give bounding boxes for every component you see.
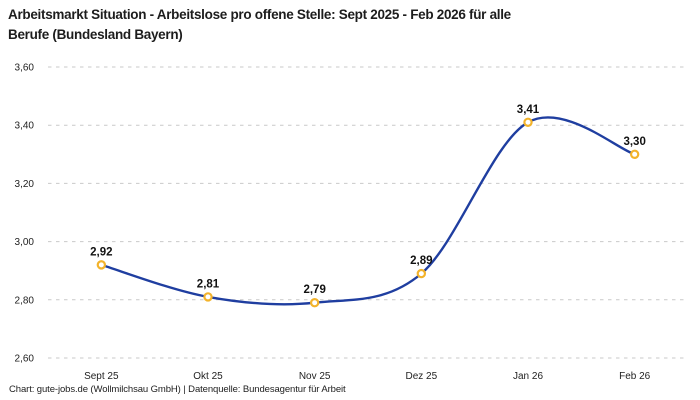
data-point-label: 2,81 <box>197 278 220 290</box>
x-tick-label: Jan 26 <box>513 371 543 382</box>
x-tick-label: Okt 25 <box>193 371 223 382</box>
data-point-marker <box>309 298 320 308</box>
data-point-marker <box>96 260 107 270</box>
data-point-marker <box>416 268 427 279</box>
chart-attribution: Chart: gute-jobs.de (Wollmilchsau GmbH) … <box>9 384 346 395</box>
y-tick-label: 2,60 <box>15 354 35 365</box>
data-point-marker <box>203 292 213 302</box>
y-tick-label: 3,40 <box>15 121 35 132</box>
line-series <box>100 116 636 306</box>
data-point-label: 2,79 <box>303 284 325 296</box>
data-point-marker <box>629 149 640 159</box>
data-point-label: 3,30 <box>623 136 645 148</box>
x-tick-label: Dez 25 <box>405 371 437 382</box>
data-point-label: 2,89 <box>410 255 432 267</box>
y-tick-label: 2,80 <box>15 295 35 306</box>
data-point-label: 3,41 <box>517 104 540 116</box>
data-point-marker <box>523 117 533 127</box>
x-tick-label: Sept 25 <box>84 371 119 382</box>
y-tick-label: 3,20 <box>15 179 35 190</box>
y-tick-label: 3,00 <box>15 237 35 248</box>
y-tick-label: 3,60 <box>15 63 35 74</box>
data-point-label: 2,92 <box>90 246 112 258</box>
x-tick-label: Feb 26 <box>619 371 651 382</box>
chart-title: Arbeitsmarkt Situation - Arbeitslose pro… <box>8 7 511 42</box>
x-tick-label: Nov 25 <box>299 371 331 382</box>
